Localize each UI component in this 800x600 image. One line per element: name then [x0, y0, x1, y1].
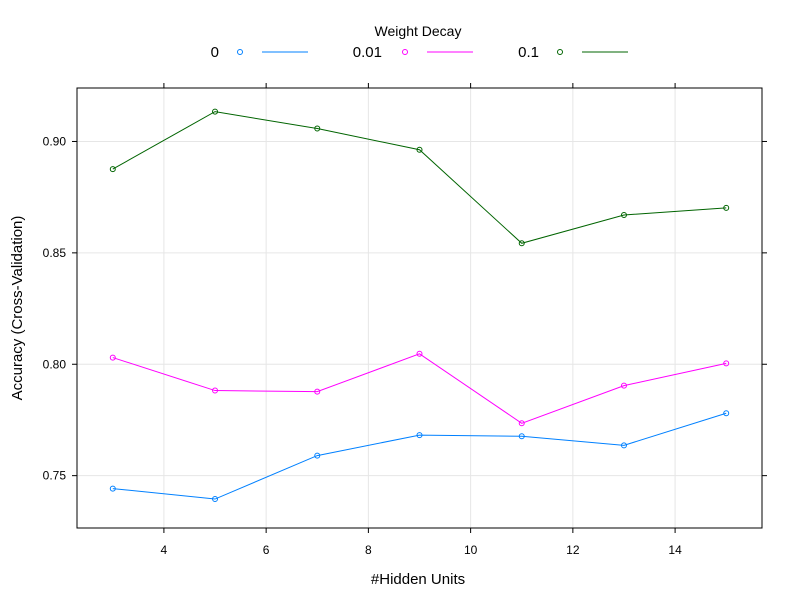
x-tick-label: 4	[161, 543, 168, 557]
data-point	[723, 204, 730, 211]
data-point	[109, 354, 116, 361]
data-point	[314, 125, 321, 132]
legend-item-0.01: 0.01	[353, 44, 473, 61]
data-point	[416, 146, 423, 153]
x-tick-label: 14	[668, 543, 682, 557]
legend-marker	[557, 49, 563, 55]
series-line	[112, 412, 727, 500]
x-tick-label: 8	[365, 543, 372, 557]
series-line	[112, 353, 727, 424]
axis-ticks: 4 6 8 10 12 14 0.75 0.80 0.85 0.90	[43, 83, 767, 557]
data-point	[723, 410, 730, 417]
y-tick-label: 0.90	[43, 134, 67, 148]
legend-label: 0	[211, 44, 219, 61]
legend: Weight Decay 0 0.01 0.1	[211, 23, 628, 61]
data-point	[212, 108, 219, 115]
y-tick-label: 0.75	[43, 469, 67, 483]
data-point	[518, 420, 525, 427]
data-point	[109, 485, 116, 492]
data-point	[416, 432, 423, 439]
series-0	[109, 410, 730, 503]
series-group	[109, 108, 730, 503]
data-point	[518, 240, 525, 247]
y-axis-title: Accuracy (Cross-Validation)	[9, 216, 26, 401]
series-line	[112, 111, 727, 244]
data-point	[109, 166, 116, 173]
legend-item-0: 0	[211, 44, 308, 61]
series-0.01	[109, 350, 730, 427]
y-tick-label: 0.80	[43, 357, 67, 371]
plot-frame	[76, 87, 763, 529]
data-point	[723, 360, 730, 367]
data-point	[212, 387, 219, 394]
legend-label: 0.1	[518, 44, 539, 61]
x-tick-label: 12	[566, 543, 580, 557]
data-point	[518, 433, 525, 440]
data-point	[314, 388, 321, 395]
legend-title: Weight Decay	[375, 23, 462, 39]
legend-item-0.1: 0.1	[518, 44, 628, 61]
data-point	[620, 382, 627, 389]
data-point	[620, 211, 627, 218]
x-tick-label: 10	[464, 543, 478, 557]
x-tick-label: 6	[263, 543, 270, 557]
series-0.1	[109, 108, 730, 247]
data-point	[212, 496, 219, 503]
legend-marker	[402, 49, 408, 55]
legend-marker	[237, 49, 243, 55]
data-point	[314, 452, 321, 459]
grid	[77, 88, 762, 528]
data-point	[416, 350, 423, 357]
data-point	[620, 442, 627, 449]
y-tick-label: 0.85	[43, 246, 67, 260]
legend-label: 0.01	[353, 44, 382, 61]
x-axis-title: #Hidden Units	[371, 571, 465, 588]
